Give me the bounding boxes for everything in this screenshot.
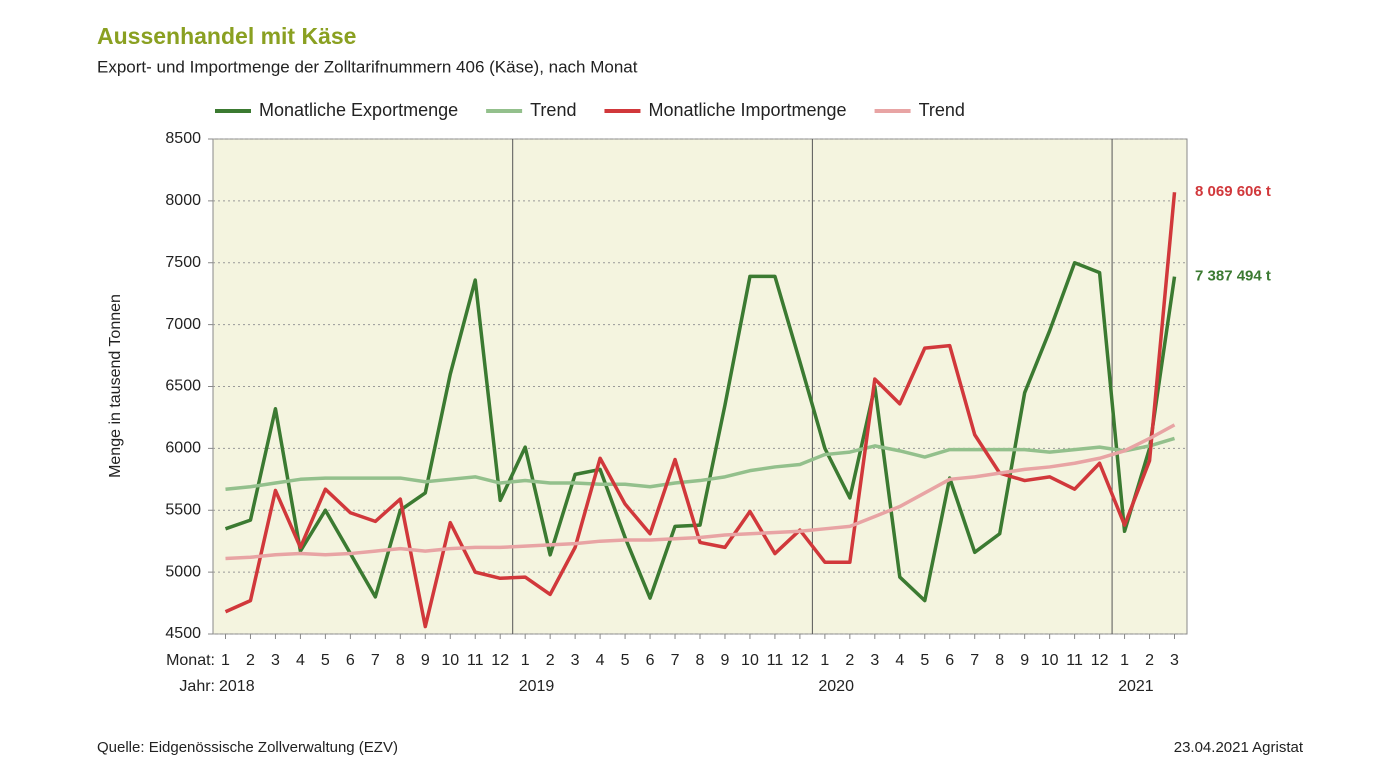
x-tick-label: 2 [546,652,555,669]
x-tick-label: 2 [246,652,255,669]
x-tick-label: 11 [1066,652,1083,669]
y-tick-label: 4500 [165,625,201,642]
x-tick-label: 12 [1091,652,1109,669]
y-tick-label: 6000 [165,440,201,457]
x-tick-label: 2 [1145,652,1154,669]
x-tick-label: 7 [671,652,680,669]
x-tick-label: 4 [596,652,605,669]
date-note: 23.04.2021 Agristat [1174,739,1304,756]
x-tick-label: 12 [791,652,809,669]
x-tick-label: 10 [1041,652,1059,669]
x-tick-label: 10 [741,652,759,669]
x-tick-label: 7 [970,652,979,669]
y-axis-label: Menge in tausend Tonnen [107,294,124,478]
year-row-label: Jahr: [179,678,215,695]
year-label: 2020 [818,678,854,695]
x-tick-label: 5 [920,652,929,669]
x-tick-label: 1 [1120,652,1129,669]
x-tick-label: 12 [491,652,509,669]
x-tick-label: 3 [870,652,879,669]
x-tick-label: 8 [396,652,405,669]
legend-label: Monatliche Exportmenge [259,100,458,120]
x-tick-label: 1 [521,652,530,669]
x-tick-label: 6 [945,652,954,669]
x-tick-label: 8 [696,652,705,669]
year-label: 2021 [1118,678,1154,695]
x-tick-label: 4 [895,652,904,669]
chart-title: Aussenhandel mit Käse [97,23,356,49]
x-tick-label: 11 [467,652,484,669]
x-tick-label: 10 [441,652,459,669]
x-tick-label: 9 [721,652,730,669]
x-tick-label: 5 [621,652,630,669]
end-label: 8 069 606 t [1195,183,1271,200]
x-tick-label: 4 [296,652,305,669]
end-label: 7 387 494 t [1195,268,1271,285]
y-tick-label: 7500 [165,254,201,271]
x-tick-label: 3 [571,652,580,669]
legend-label: Monatliche Importmenge [648,100,846,120]
y-tick-label: 8000 [165,192,201,209]
x-tick-label: 6 [346,652,355,669]
legend-label: Trend [919,100,965,120]
x-tick-label: 5 [321,652,330,669]
year-label: 2018 [219,678,255,695]
x-tick-label: 3 [271,652,280,669]
y-tick-label: 5000 [165,563,201,580]
y-tick-label: 5500 [165,501,201,518]
x-tick-label: 9 [1020,652,1029,669]
year-label: 2019 [519,678,555,695]
y-tick-label: 7000 [165,316,201,333]
x-tick-label: 8 [995,652,1004,669]
x-tick-label: 1 [820,652,829,669]
y-tick-label: 6500 [165,378,201,395]
series-line [225,436,1176,491]
x-tick-label: 6 [646,652,655,669]
series-line [224,261,1177,603]
source: Quelle: Eidgenössische Zollverwaltung (E… [97,739,398,756]
series-line [225,423,1176,561]
chart-subtitle: Export- und Importmenge der Zolltarifnum… [97,57,638,76]
x-tick-label: 9 [421,652,430,669]
x-tick-label: 7 [371,652,380,669]
month-row-label: Monat: [166,652,215,669]
x-tick-label: 2 [845,652,854,669]
x-tick-label: 11 [767,652,784,669]
x-tick-label: 1 [221,652,230,669]
x-tick-label: 3 [1170,652,1179,669]
y-tick-label: 8500 [165,130,201,147]
series-line [224,192,1177,629]
legend-label: Trend [530,100,576,120]
